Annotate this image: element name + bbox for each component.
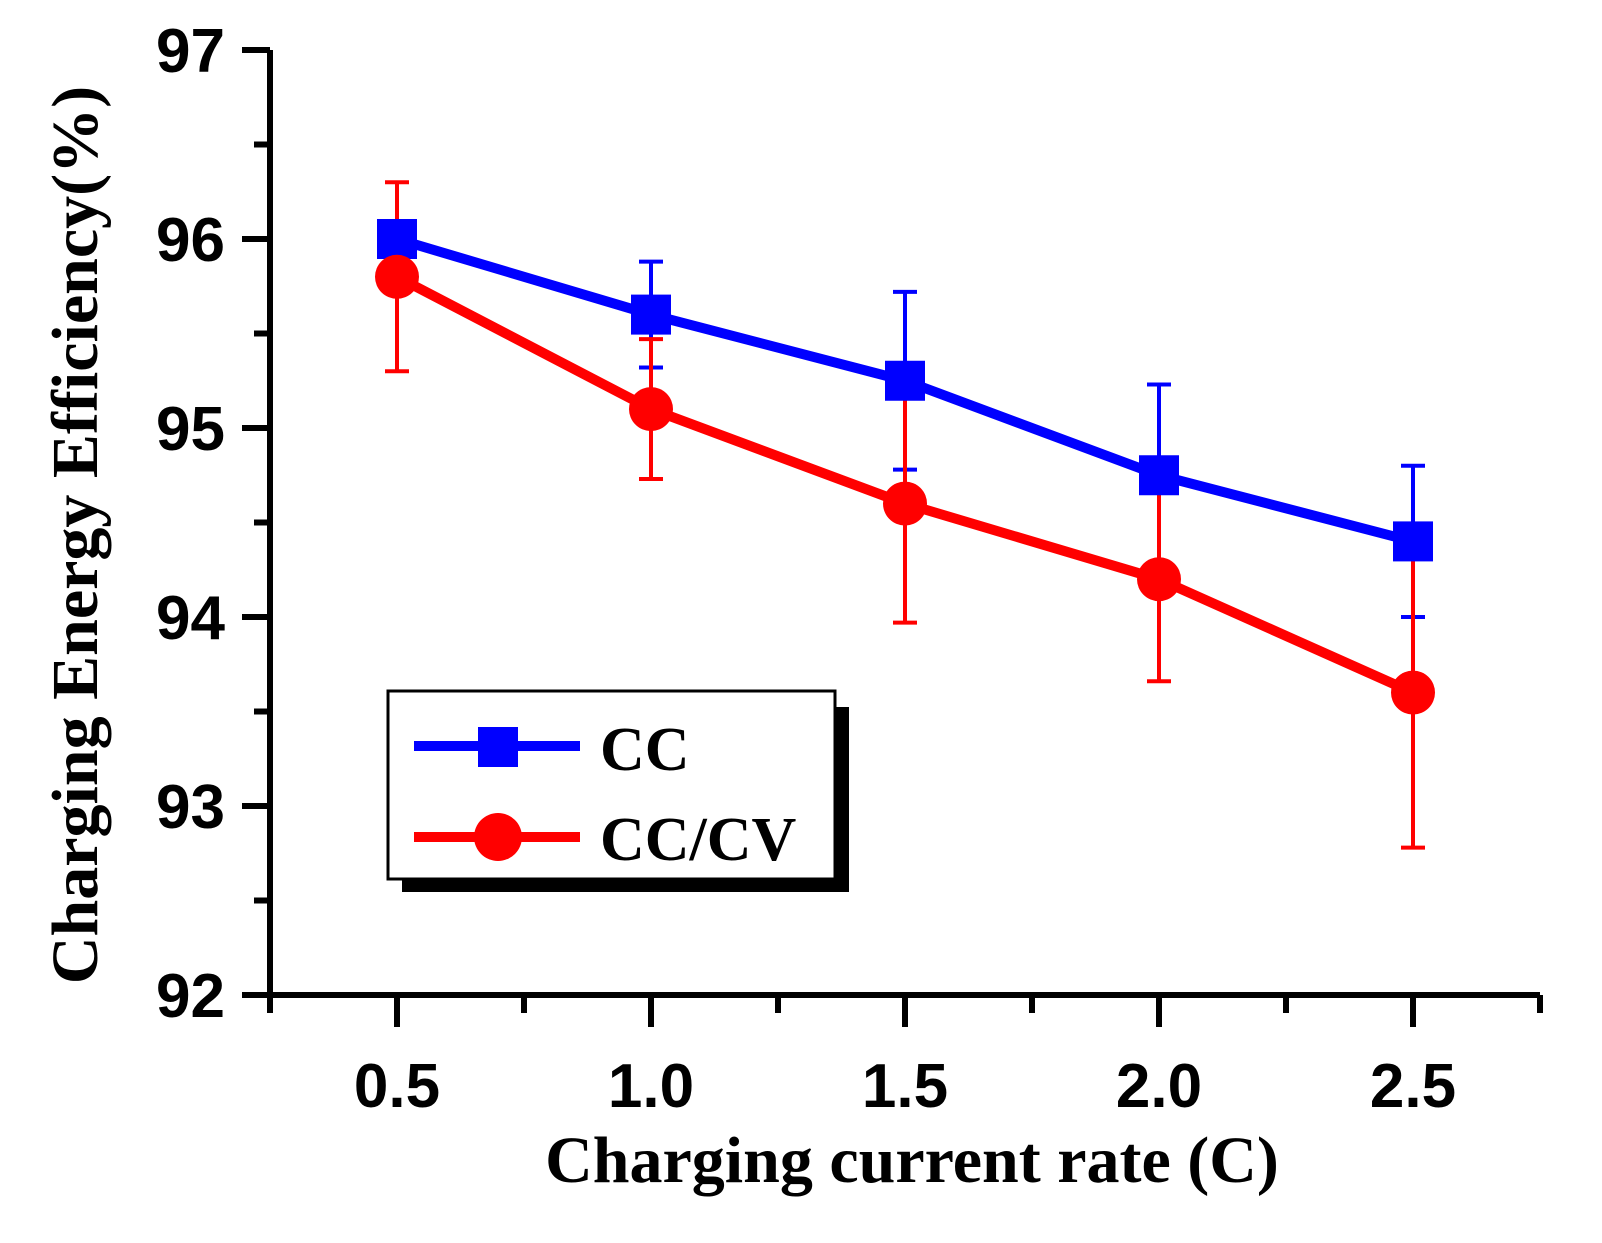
- y-tick-label: 94: [156, 584, 225, 653]
- data-point-cc: [631, 294, 671, 335]
- ticks-layer: 92 93 94 95 96 97 0.5 1.0 1.5 2.0 2.5: [156, 17, 1543, 1121]
- data-point-cc: [377, 219, 417, 259]
- x-tick-label: 2.0: [1116, 1052, 1202, 1121]
- data-point-cc: [1393, 521, 1433, 562]
- x-tick-label: 0.5: [354, 1052, 440, 1121]
- legend-label-cccv: CC/CV: [600, 806, 797, 874]
- legend-marker-cc: [478, 727, 518, 767]
- legend-marker-cccv: [474, 813, 522, 861]
- legend: CC CC/CV: [386, 689, 849, 892]
- data-point-cccv: [1391, 670, 1435, 715]
- legend-box: [386, 689, 837, 881]
- data-point-cccv: [883, 481, 927, 526]
- markers-layer: [375, 219, 1435, 715]
- y-tick-label: 97: [156, 17, 225, 86]
- x-tick-label: 1.5: [862, 1052, 948, 1121]
- x-tick-label: 2.5: [1370, 1052, 1456, 1121]
- x-axis-title: Charging current rate (C): [545, 1124, 1279, 1197]
- legend-label-cc: CC: [600, 716, 690, 784]
- y-axis-title: Charging Energy Efficiency(%): [39, 86, 112, 984]
- y-tick-label: 96: [156, 206, 225, 275]
- x-tick-label: 1.0: [608, 1052, 694, 1121]
- data-point-cccv: [375, 254, 419, 299]
- y-tick-label: 93: [156, 773, 225, 842]
- data-point-cc: [885, 360, 925, 401]
- y-tick-label: 95: [156, 395, 225, 464]
- data-point-cccv: [629, 387, 673, 432]
- y-tick-label: 92: [156, 962, 225, 1031]
- data-point-cc: [1139, 455, 1179, 496]
- data-point-cccv: [1137, 557, 1181, 602]
